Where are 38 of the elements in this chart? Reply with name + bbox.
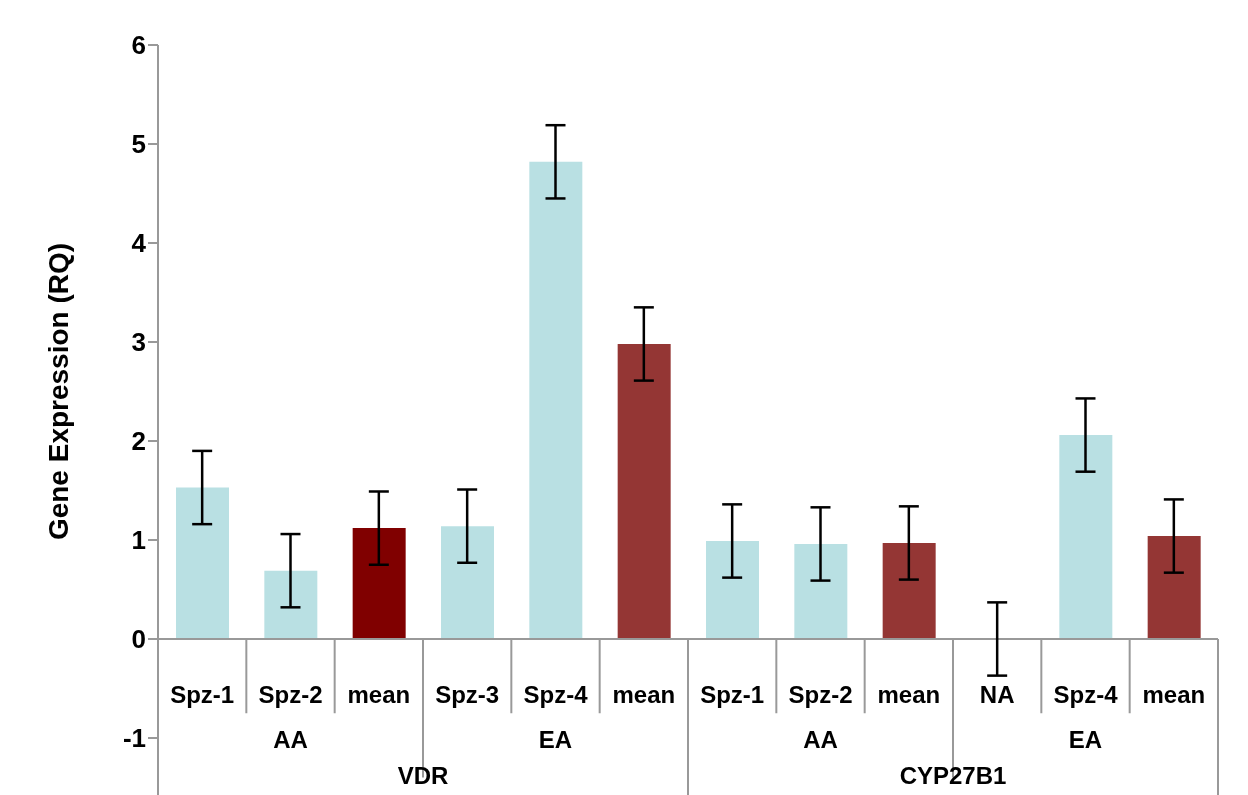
x-tick-label: mean bbox=[612, 680, 676, 708]
x-tick-label: mean bbox=[347, 680, 411, 708]
y-tick-label: 4 bbox=[131, 228, 147, 259]
x-tick-label: NA bbox=[979, 680, 1015, 708]
bar bbox=[1059, 435, 1113, 639]
y-tick-label: 5 bbox=[131, 129, 146, 160]
x-tick-label: Spz-1 bbox=[170, 680, 235, 708]
y-tick-label: 2 bbox=[131, 426, 146, 457]
y-axis-title: Gene Expression (RQ) bbox=[42, 242, 74, 541]
x-tick-label: Spz-2 bbox=[788, 680, 853, 708]
text: CYP27B1 bbox=[899, 762, 1007, 789]
y-tick-label: 3 bbox=[131, 327, 146, 358]
bar bbox=[1147, 536, 1201, 639]
annotation: EA bbox=[1068, 726, 1103, 754]
x-tick-label: Spz-4 bbox=[1053, 680, 1119, 708]
annotation: AA bbox=[803, 726, 838, 754]
y-tick-label: 1 bbox=[131, 525, 146, 556]
bar bbox=[441, 526, 494, 639]
bar bbox=[882, 542, 936, 639]
bar bbox=[529, 161, 583, 639]
y-tick-label: 0 bbox=[131, 624, 146, 655]
y-tick-label: -1 bbox=[122, 723, 146, 754]
bar bbox=[617, 343, 671, 639]
bar bbox=[352, 528, 406, 639]
y-tick-label: 6 bbox=[131, 30, 146, 61]
bar bbox=[264, 570, 318, 639]
annotation: AA bbox=[273, 726, 308, 754]
x-tick-label: Spz-1 bbox=[700, 680, 765, 708]
bar bbox=[176, 487, 229, 639]
x-tick-label: Spz-2 bbox=[258, 680, 323, 708]
x-tick-label: mean bbox=[877, 680, 941, 708]
x-tick-label: Spz-3 bbox=[435, 680, 500, 708]
annotation: EA bbox=[538, 726, 573, 754]
x-tick-label: Spz-4 bbox=[523, 680, 589, 708]
bar bbox=[706, 540, 759, 639]
x-tick-label: mean bbox=[1142, 680, 1206, 708]
text: VDR bbox=[397, 762, 449, 789]
bar bbox=[794, 543, 848, 639]
